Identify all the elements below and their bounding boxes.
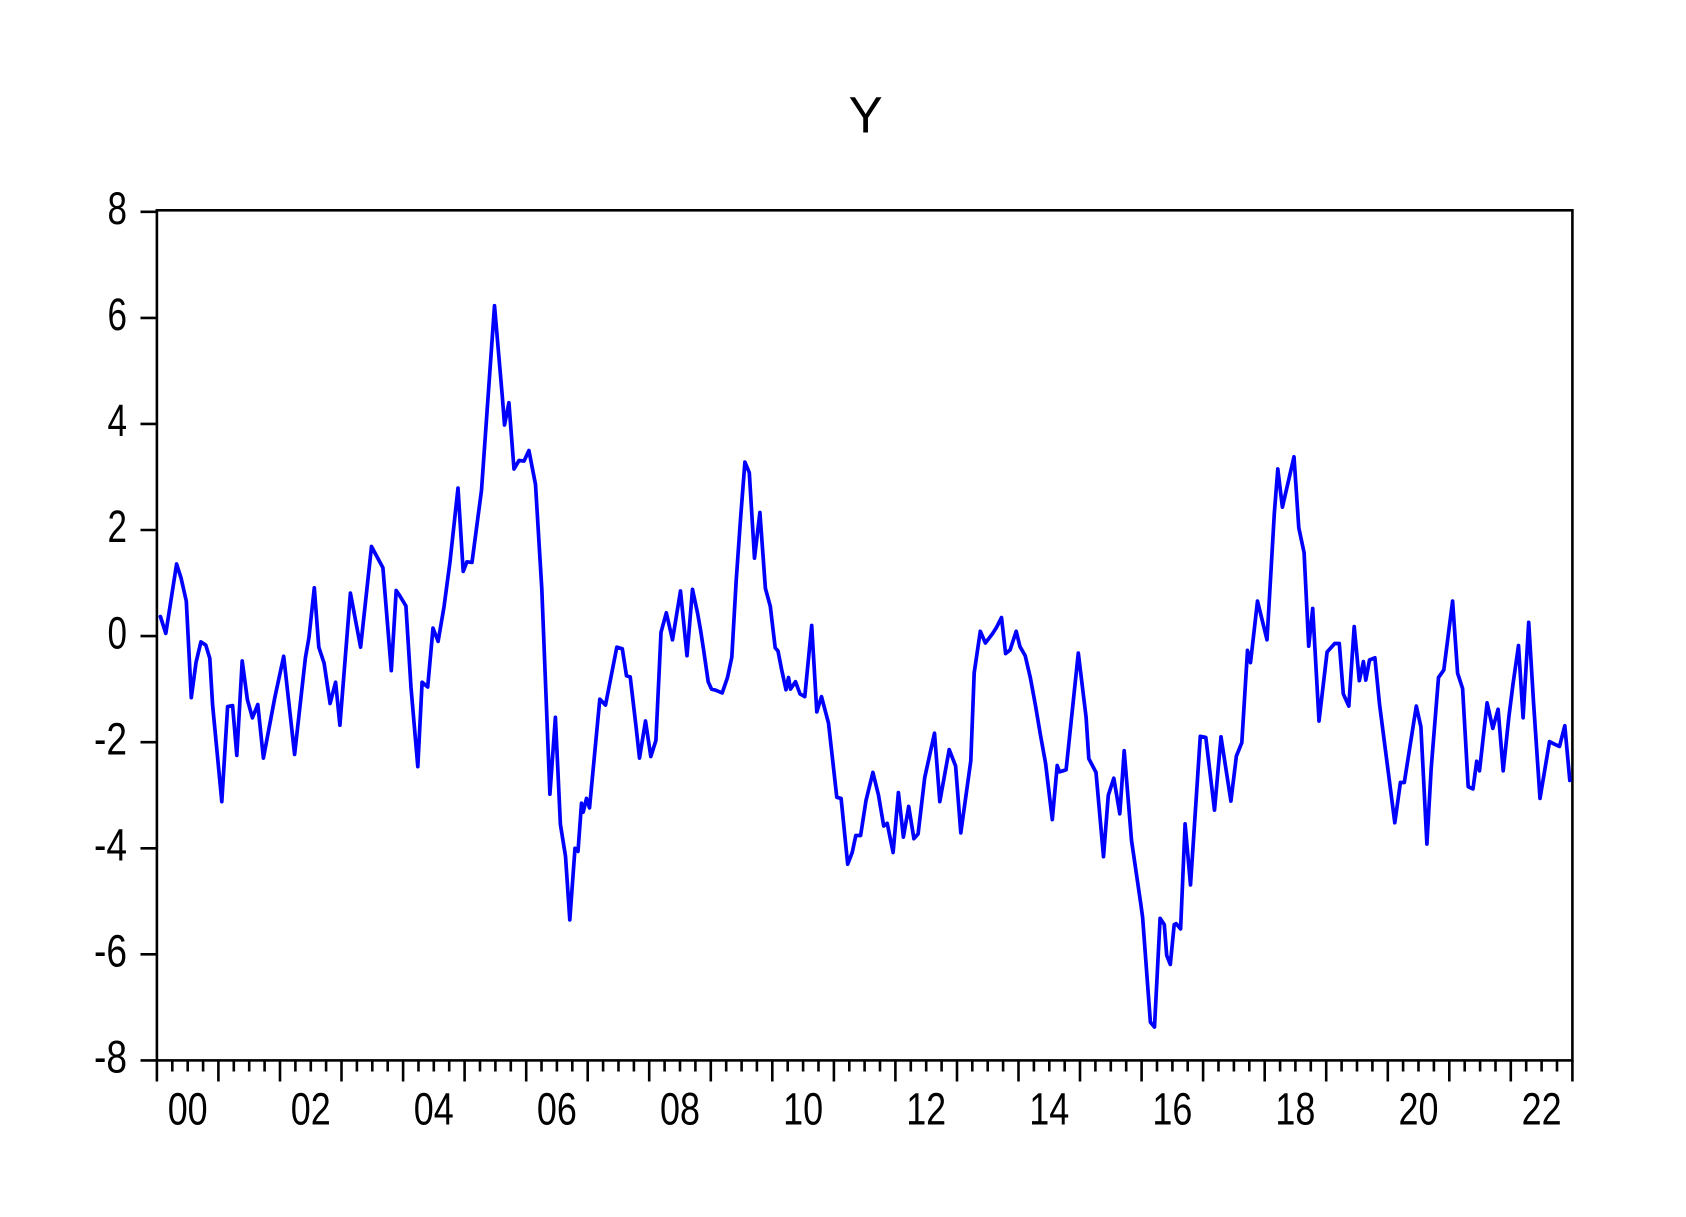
svg-text:04: 04 bbox=[414, 1083, 454, 1134]
svg-text:Y: Y bbox=[849, 86, 883, 143]
svg-text:-8: -8 bbox=[94, 1032, 127, 1083]
svg-text:18: 18 bbox=[1275, 1083, 1315, 1134]
svg-text:8: 8 bbox=[108, 183, 128, 234]
svg-text:16: 16 bbox=[1152, 1083, 1192, 1134]
svg-text:20: 20 bbox=[1399, 1083, 1439, 1134]
svg-text:12: 12 bbox=[906, 1083, 946, 1134]
svg-text:06: 06 bbox=[537, 1083, 577, 1134]
svg-text:14: 14 bbox=[1029, 1083, 1069, 1134]
svg-text:-6: -6 bbox=[94, 926, 127, 977]
svg-text:00: 00 bbox=[168, 1083, 208, 1134]
svg-text:22: 22 bbox=[1522, 1083, 1562, 1134]
svg-text:2: 2 bbox=[108, 501, 128, 552]
svg-text:02: 02 bbox=[291, 1083, 331, 1134]
svg-text:4: 4 bbox=[108, 395, 128, 446]
svg-text:-4: -4 bbox=[94, 820, 127, 871]
svg-text:-2: -2 bbox=[94, 713, 127, 764]
svg-text:0: 0 bbox=[108, 607, 128, 658]
svg-text:10: 10 bbox=[783, 1083, 823, 1134]
svg-text:08: 08 bbox=[660, 1083, 700, 1134]
svg-text:6: 6 bbox=[108, 289, 128, 340]
